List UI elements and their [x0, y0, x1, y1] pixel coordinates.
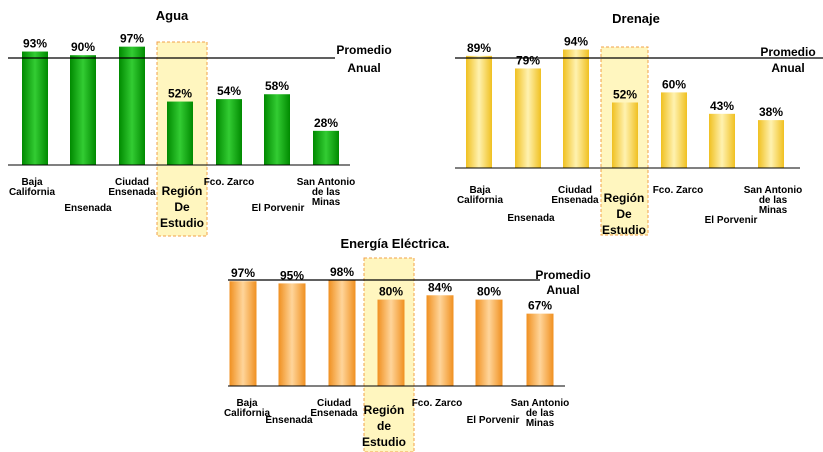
bar: [70, 55, 96, 166]
category-label: de las: [759, 195, 788, 206]
category-label: Estudio: [160, 216, 204, 230]
bar: [515, 68, 541, 168]
data-label: 52%: [613, 87, 637, 101]
bar: [216, 99, 242, 165]
bar: [119, 46, 145, 165]
category-label: California: [224, 408, 271, 419]
chart-3: Energía Eléctrica. 97% 95% 98% 80% 84% 80% 67% P…: [224, 236, 591, 452]
bar: [563, 49, 589, 169]
category-label: San Antonio: [297, 177, 356, 188]
category-label: Estudio: [362, 435, 406, 449]
category-label: San Antonio: [744, 185, 803, 196]
category-label: De: [174, 200, 190, 214]
reference-label: Anual: [546, 283, 579, 297]
chart-1: Agua 93% 90% 97% 52% 54% 58% 28% Promedio Anual Ba…: [8, 8, 392, 237]
category-label: California: [9, 187, 56, 198]
data-label: 60%: [662, 77, 686, 91]
reference-label: Promedio: [336, 43, 391, 57]
category-label: Baja: [236, 398, 258, 409]
category-label: Minas: [759, 205, 788, 216]
category-label: Fco. Zarco: [204, 177, 255, 188]
bar: [22, 51, 48, 165]
bar: [526, 313, 554, 386]
chart-title: Drenaje: [612, 11, 660, 26]
bar: [661, 92, 687, 168]
data-label: 79%: [516, 53, 540, 67]
data-label: 94%: [564, 35, 588, 49]
bar: [328, 280, 356, 386]
category-label: Minas: [312, 197, 341, 208]
data-label: 93%: [23, 37, 47, 51]
category-label: Ciudad: [317, 398, 351, 409]
category-label: Región: [162, 184, 203, 198]
data-label: 97%: [120, 32, 144, 46]
data-label: 43%: [710, 99, 734, 113]
bar: [313, 130, 339, 165]
bar: [612, 102, 638, 168]
data-label: 90%: [71, 40, 95, 54]
category-label: Región: [364, 403, 405, 417]
category-label: Ciudad: [558, 185, 592, 196]
data-label: 58%: [265, 79, 289, 93]
bar: [426, 295, 454, 386]
chart-title: Agua: [156, 8, 189, 23]
bar: [377, 299, 405, 386]
data-label: 38%: [759, 105, 783, 119]
data-label: 28%: [314, 116, 338, 130]
chart-2: Drenaje 89% 79% 94% 52% 60% 43% 38% Promedio Anua…: [455, 11, 823, 237]
data-label: 84%: [428, 280, 452, 294]
data-label: 95%: [280, 268, 304, 282]
reference-label: Promedio: [760, 45, 815, 59]
category-label: De: [616, 207, 632, 221]
category-label: Ensenada: [551, 195, 599, 206]
category-label: San Antonio: [511, 398, 570, 409]
category-label: California: [457, 195, 504, 206]
bar: [466, 55, 492, 168]
category-label: Ciudad: [115, 177, 149, 188]
category-label: Ensenada: [310, 408, 358, 419]
bar: [167, 101, 193, 165]
data-label: 54%: [217, 84, 241, 98]
category-label: Fco. Zarco: [653, 185, 704, 196]
chart-title: Energía Eléctrica.: [340, 236, 449, 251]
data-label: 98%: [330, 265, 354, 279]
category-label: de las: [312, 187, 341, 198]
category-label: Región: [604, 191, 645, 205]
category-label: Ensenada: [507, 213, 555, 224]
category-label: Fco. Zarco: [412, 398, 463, 409]
data-label: 52%: [168, 87, 192, 101]
bar: [709, 113, 735, 168]
category-label: Baja: [469, 185, 491, 196]
category-label: Minas: [526, 418, 555, 429]
data-label: 97%: [231, 266, 255, 280]
category-label: El Porvenir: [467, 415, 520, 426]
data-label: 80%: [379, 285, 403, 299]
category-label: Ensenada: [108, 187, 156, 198]
category-label: Estudio: [602, 223, 646, 237]
bar: [475, 299, 503, 386]
reference-label: Promedio: [535, 268, 590, 282]
data-label: 89%: [467, 41, 491, 55]
reference-label: Anual: [771, 61, 804, 75]
category-label: de las: [526, 408, 555, 419]
category-label: El Porvenir: [252, 203, 305, 214]
data-label: 80%: [477, 285, 501, 299]
bar: [278, 283, 306, 386]
bar: [264, 94, 290, 165]
bar: [758, 120, 784, 168]
reference-label: Anual: [347, 61, 380, 75]
category-label: de: [377, 419, 391, 433]
category-label: Ensenada: [64, 203, 112, 214]
category-label: Baja: [21, 177, 43, 188]
data-label: 67%: [528, 299, 552, 313]
category-label: Ensenada: [265, 415, 313, 426]
category-label: El Porvenir: [705, 215, 758, 226]
bar: [229, 281, 257, 386]
